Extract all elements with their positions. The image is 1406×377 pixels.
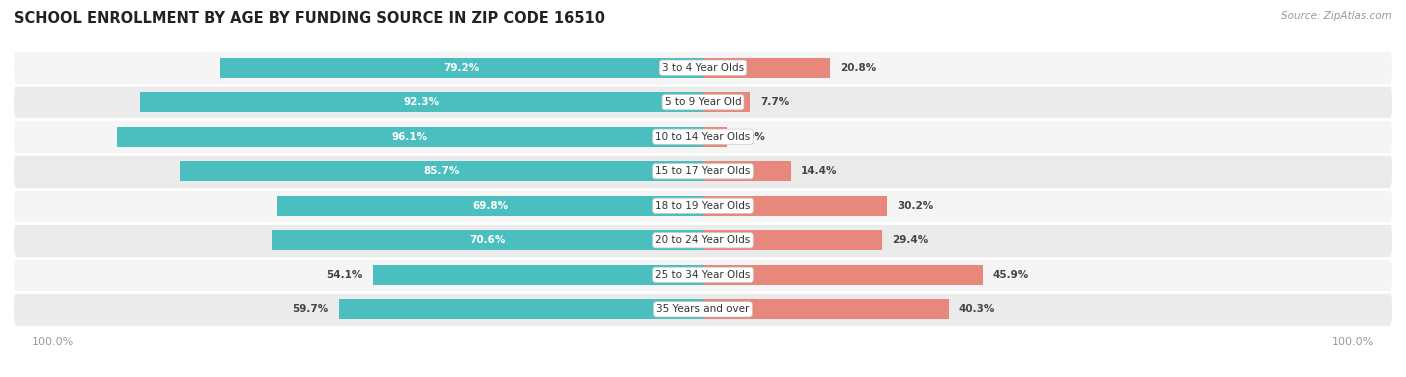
Bar <box>703 230 883 250</box>
Text: 92.3%: 92.3% <box>404 97 440 107</box>
Text: 79.2%: 79.2% <box>443 63 479 73</box>
Text: 14.4%: 14.4% <box>800 166 837 176</box>
Text: 30.2%: 30.2% <box>897 201 934 211</box>
Bar <box>180 161 703 181</box>
Text: 69.8%: 69.8% <box>472 201 508 211</box>
Bar <box>703 265 983 285</box>
Text: 20 to 24 Year Olds: 20 to 24 Year Olds <box>655 235 751 245</box>
Text: 59.7%: 59.7% <box>292 304 329 314</box>
Bar <box>117 127 703 147</box>
Text: 40.3%: 40.3% <box>959 304 995 314</box>
FancyBboxPatch shape <box>14 188 1392 223</box>
Text: 20.8%: 20.8% <box>839 63 876 73</box>
Text: Source: ZipAtlas.com: Source: ZipAtlas.com <box>1281 11 1392 21</box>
Bar <box>277 196 703 216</box>
Bar <box>703 92 749 112</box>
Text: 3 to 4 Year Olds: 3 to 4 Year Olds <box>662 63 744 73</box>
FancyBboxPatch shape <box>14 85 1392 120</box>
FancyBboxPatch shape <box>14 292 1392 326</box>
Bar <box>703 127 727 147</box>
Bar <box>139 92 703 112</box>
Bar <box>339 299 703 319</box>
Text: 54.1%: 54.1% <box>326 270 363 280</box>
Text: 5 to 9 Year Old: 5 to 9 Year Old <box>665 97 741 107</box>
Text: 35 Years and over: 35 Years and over <box>657 304 749 314</box>
Text: 45.9%: 45.9% <box>993 270 1029 280</box>
FancyBboxPatch shape <box>14 120 1392 154</box>
Text: 25 to 34 Year Olds: 25 to 34 Year Olds <box>655 270 751 280</box>
Bar <box>703 161 790 181</box>
FancyBboxPatch shape <box>14 223 1392 257</box>
Text: 18 to 19 Year Olds: 18 to 19 Year Olds <box>655 201 751 211</box>
Bar <box>703 196 887 216</box>
Bar <box>703 299 949 319</box>
Text: SCHOOL ENROLLMENT BY AGE BY FUNDING SOURCE IN ZIP CODE 16510: SCHOOL ENROLLMENT BY AGE BY FUNDING SOUR… <box>14 11 605 26</box>
FancyBboxPatch shape <box>14 257 1392 292</box>
Text: 29.4%: 29.4% <box>893 235 928 245</box>
FancyBboxPatch shape <box>14 51 1392 85</box>
Text: 10 to 14 Year Olds: 10 to 14 Year Olds <box>655 132 751 142</box>
Text: 85.7%: 85.7% <box>423 166 460 176</box>
Bar <box>219 58 703 78</box>
Bar <box>273 230 703 250</box>
Text: 3.9%: 3.9% <box>737 132 765 142</box>
Text: 7.7%: 7.7% <box>759 97 789 107</box>
Text: 96.1%: 96.1% <box>392 132 427 142</box>
Text: 15 to 17 Year Olds: 15 to 17 Year Olds <box>655 166 751 176</box>
Text: 70.6%: 70.6% <box>470 235 506 245</box>
Bar <box>373 265 703 285</box>
FancyBboxPatch shape <box>14 154 1392 188</box>
Bar <box>703 58 830 78</box>
